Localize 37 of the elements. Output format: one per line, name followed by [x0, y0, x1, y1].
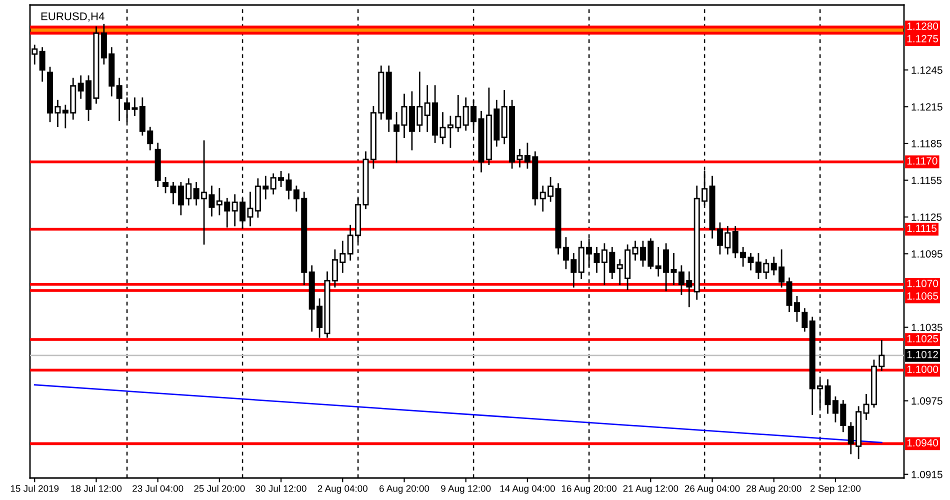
ref-line-label: 1.1280	[907, 22, 938, 30]
x-tick-label: 9 Aug 12:00	[441, 485, 491, 494]
y-tick-label: 1.1185	[912, 140, 942, 148]
y-tick-label: 1.1125	[912, 213, 942, 221]
ref-line-label: 1.1000	[907, 366, 938, 373]
ref-line-label: 1.1275	[907, 34, 938, 42]
ref-line-label: 1.1065	[907, 292, 938, 300]
x-tick-label: 2 Aug 04:00	[318, 485, 368, 494]
x-tick-label: 6 Aug 20:00	[380, 485, 430, 494]
y-tick-label: 1.0975	[912, 397, 942, 405]
x-tick-label: 14 Aug 04:00	[500, 485, 555, 494]
x-tick-label: 18 Jul 12:00	[71, 484, 122, 492]
y-tick-label: 1.1215	[912, 103, 942, 111]
ref-line-label: 1.1115	[907, 224, 937, 232]
x-tick-label: 15 Jul 2019	[10, 484, 59, 492]
ref-line-label: 1.0940	[907, 439, 938, 446]
x-tick-label: 21 Aug 12:00	[623, 485, 678, 494]
y-tick-label: 1.1245	[912, 66, 942, 74]
y-tick-label: 1.1155	[912, 176, 942, 184]
x-tick-label: 25 Jul 20:00	[194, 484, 245, 492]
x-tick-label: 23 Jul 04:00	[132, 484, 184, 492]
y-tick-label: 1.0915	[912, 470, 942, 478]
text: EURUSD,H4	[41, 12, 104, 22]
x-tick-label: 28 Aug 20:00	[746, 485, 802, 494]
candlestick	[116, 78, 122, 121]
ref-line-label: 1.1025	[907, 334, 938, 342]
candlestick	[39, 47, 46, 82]
x-tick-label: 16 Aug 20:00	[562, 485, 617, 494]
x-tick-label: 26 Aug 04:00	[684, 485, 740, 494]
y-tick-label: 1.1035	[912, 324, 942, 332]
ref-line-label: 1.1012	[907, 350, 938, 358]
y-tick-label: 1.1095	[912, 250, 942, 258]
ref-line-label: 1.1170	[907, 157, 938, 165]
ref-line-label: 1.1070	[907, 280, 938, 288]
x-tick-label: 2 Sep 12:00	[810, 485, 861, 494]
candlestick	[802, 308, 808, 332]
x-tick-label: 30 Jul 12:00	[256, 484, 306, 492]
